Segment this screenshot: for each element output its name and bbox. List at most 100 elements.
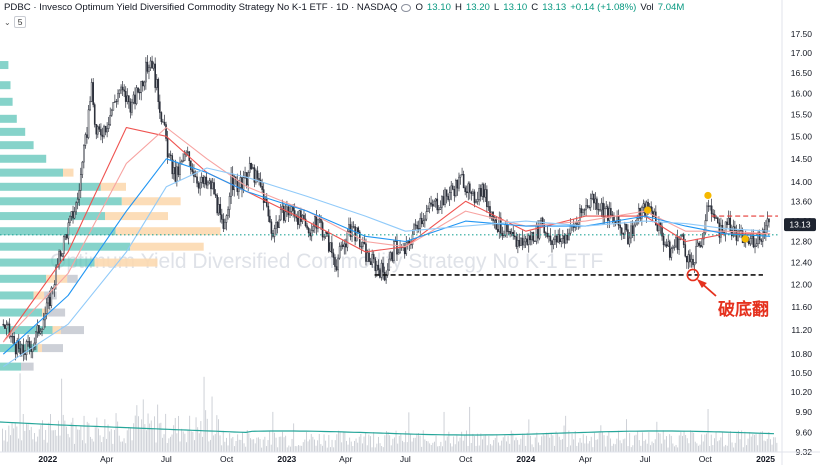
volume-bar [541, 436, 543, 452]
volume-bar [99, 435, 101, 452]
candle-body [134, 94, 136, 104]
volume-profile-bar [67, 274, 78, 283]
volume-bar [152, 428, 154, 452]
marker-circle [686, 268, 700, 282]
volume-bar [266, 446, 267, 452]
volume-bar [661, 443, 663, 452]
candle-body [413, 224, 415, 235]
volume-bar [677, 447, 679, 452]
volume-bar [86, 421, 88, 452]
volume-bar [669, 434, 671, 452]
candle-body [172, 167, 175, 175]
volume-bar [125, 443, 127, 452]
candle-body [506, 224, 508, 232]
volume-bar [565, 415, 567, 452]
candle-body [738, 230, 741, 232]
volume-bar [403, 442, 405, 452]
volume-bar [373, 431, 375, 452]
candle-body [693, 262, 696, 266]
candle-body [259, 179, 262, 187]
volume-bar [350, 441, 352, 452]
volume-bar [320, 444, 322, 452]
candle-body [107, 124, 110, 129]
candle-body [419, 217, 422, 230]
volume-profile-bar [0, 326, 53, 335]
candle-body [673, 245, 676, 248]
volume-bar [504, 434, 506, 452]
volume-bar [458, 441, 459, 452]
candle-body [541, 217, 544, 226]
volume-bar [382, 447, 384, 452]
candle-body [450, 185, 453, 193]
volume-bar [546, 432, 547, 452]
candle-body [30, 346, 32, 352]
candle-body [735, 230, 738, 241]
volume-bar [104, 419, 106, 452]
candle-body [637, 207, 640, 219]
candle-body [306, 225, 308, 229]
symbol-title[interactable]: PDBC · Invesco Optimum Yield Diversified… [4, 2, 398, 13]
candle-body [755, 243, 758, 247]
volume-bar [22, 414, 24, 452]
volume-bar [234, 446, 235, 452]
candle-body [59, 251, 62, 257]
candle-body [422, 220, 425, 225]
candle-body [686, 255, 688, 263]
candle-body [662, 235, 665, 246]
candle-body [106, 128, 108, 133]
y-tick-label: 11.20 [791, 325, 812, 335]
candle-body [476, 199, 479, 202]
candle-body [202, 176, 205, 184]
candle-body [470, 192, 473, 194]
candle-body [152, 63, 155, 69]
volume-bar [26, 422, 27, 452]
volume-bar [291, 438, 293, 452]
candle-body [391, 252, 394, 261]
volume-bar [120, 441, 122, 452]
candle-body [219, 204, 222, 215]
candle-body [253, 167, 256, 183]
volume-bar [571, 433, 573, 452]
volume-bar [64, 420, 66, 452]
volume-bar [642, 432, 643, 452]
candle-body [369, 261, 372, 265]
candle-body [548, 235, 550, 237]
volume-bar [421, 446, 423, 452]
candle-body [600, 202, 603, 211]
candle-body [557, 234, 559, 243]
candle-body [726, 221, 728, 225]
volume-bar [16, 426, 18, 452]
volume-bar [390, 445, 392, 452]
volume-bar [533, 447, 535, 452]
candle-body [438, 209, 440, 211]
candle-body [366, 252, 369, 262]
volume-profile-bar [42, 344, 63, 353]
volume-bar [474, 436, 475, 452]
candle-body [752, 235, 755, 248]
candle-body [340, 244, 342, 247]
candle-body [345, 243, 347, 248]
candle-body [656, 224, 659, 231]
volume-bar [88, 423, 90, 452]
volume-bar [429, 443, 431, 452]
candle-body [757, 232, 759, 244]
volume-bar [690, 430, 691, 452]
volume-bar [363, 436, 365, 452]
candle-body [664, 244, 666, 246]
candle-body [214, 193, 217, 196]
indicator-toggle[interactable]: ⌄ 5 [4, 16, 27, 28]
x-tick-label: Jul [161, 454, 172, 464]
candle-body [699, 245, 702, 247]
volume-bar [488, 435, 490, 452]
candle-body [427, 208, 429, 212]
candle-body [540, 217, 542, 222]
volume-bar [610, 438, 611, 452]
candle-body [552, 239, 555, 245]
volume-bar [338, 430, 339, 452]
eye-icon[interactable] [401, 3, 412, 12]
candle-body [194, 176, 197, 178]
candle-body [602, 202, 604, 218]
candle-body [627, 229, 629, 245]
chevron-down-icon: ⌄ [4, 17, 11, 27]
